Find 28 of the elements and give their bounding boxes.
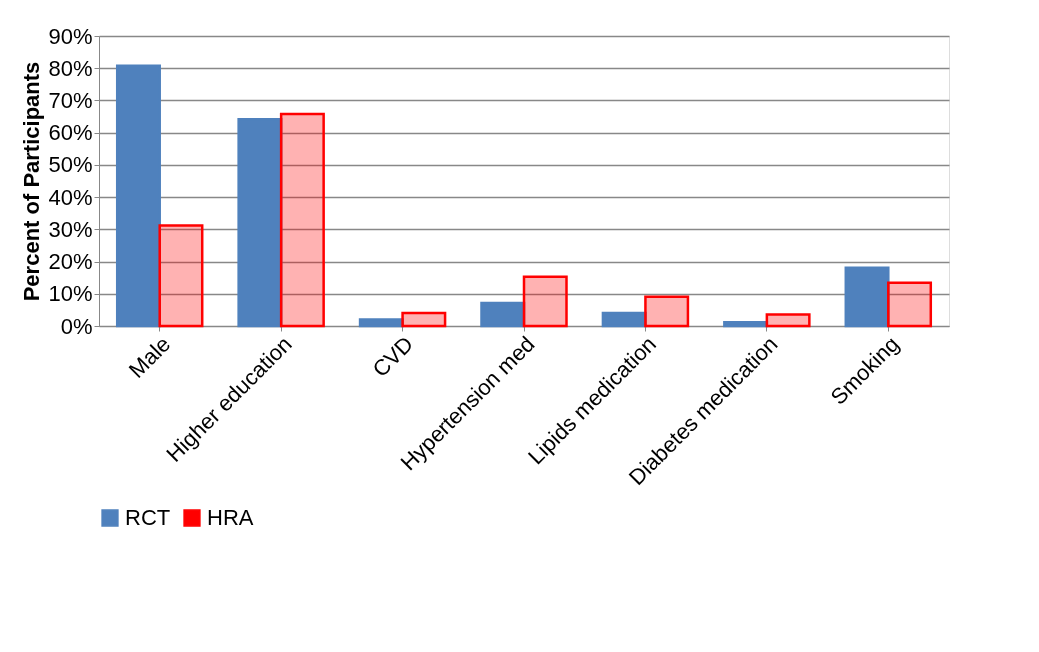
bar <box>723 320 769 328</box>
bar <box>887 281 933 328</box>
y-tick-label: 50% <box>48 152 93 178</box>
bar <box>765 313 811 328</box>
y-tick-label: 70% <box>48 87 93 113</box>
y-tick-label: 40% <box>48 184 93 210</box>
y-tick-label: 60% <box>48 120 93 146</box>
y-tick-label: 10% <box>48 281 93 307</box>
bar <box>358 318 404 328</box>
bar <box>401 311 447 328</box>
bar <box>158 224 204 328</box>
y-tick-label: 80% <box>48 55 93 81</box>
y-tick-label: 0% <box>60 313 93 339</box>
bar <box>522 275 568 328</box>
bar <box>601 311 647 328</box>
bar <box>279 112 325 328</box>
y-tick-label: 90% <box>48 23 93 49</box>
y-axis-title: Percent of Participants <box>19 61 45 302</box>
bar <box>644 295 690 328</box>
bar <box>844 266 890 328</box>
x-tick-label: CVD <box>367 331 419 382</box>
legend-label: RCT <box>125 505 171 530</box>
bar <box>480 301 526 328</box>
y-tick-label: 30% <box>48 216 93 242</box>
bar <box>237 117 283 328</box>
y-tick-label: 20% <box>48 249 93 275</box>
bar <box>115 64 161 328</box>
legend-label: HRA <box>207 505 254 530</box>
